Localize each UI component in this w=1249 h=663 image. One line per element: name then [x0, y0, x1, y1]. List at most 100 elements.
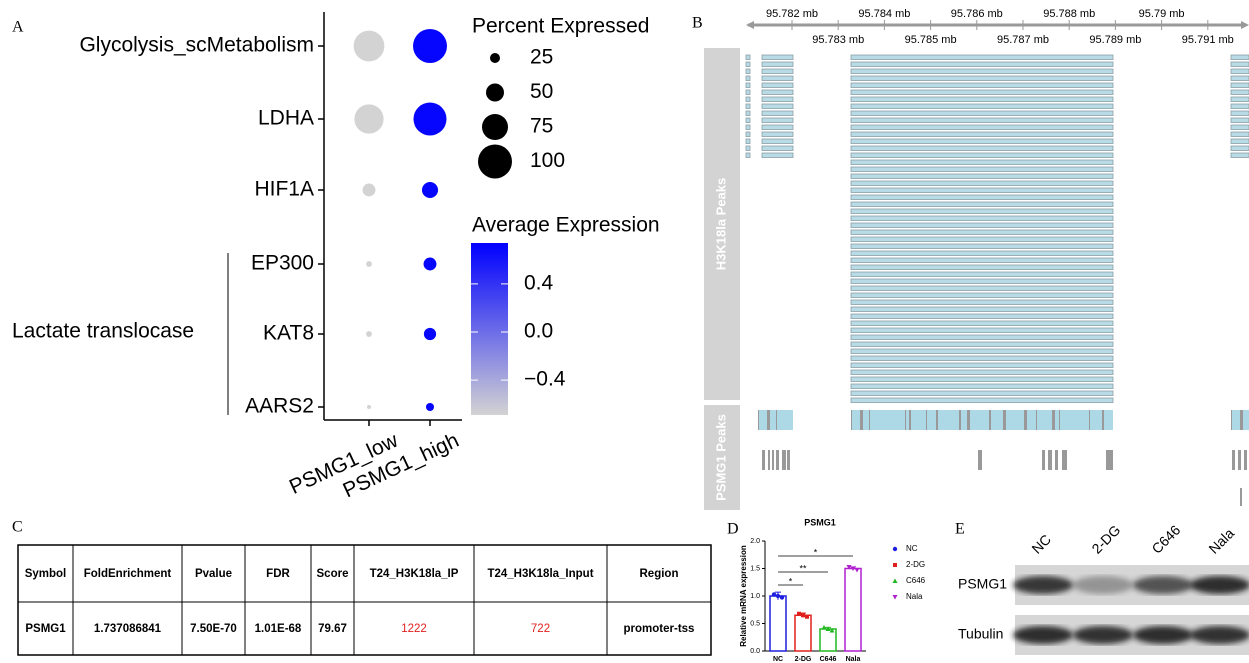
peak: [746, 139, 750, 144]
peak-band: [758, 410, 793, 430]
colorbar-label: 0.4: [524, 271, 554, 294]
peak-mark: [782, 450, 786, 470]
legend-label: C646: [906, 576, 926, 585]
lane-label: 2-DG: [1088, 522, 1123, 557]
data-point: [776, 594, 780, 598]
peak-mark: [762, 450, 765, 470]
data-point: [801, 613, 805, 617]
peak: [851, 132, 1113, 137]
peak-stripe: [959, 410, 961, 430]
blot-band: [1190, 626, 1249, 644]
peak: [851, 62, 1113, 67]
legend-title: Average Expression: [472, 214, 660, 237]
peak: [746, 111, 750, 116]
peak-mark: [978, 450, 982, 470]
peak: [851, 321, 1113, 326]
axis-arrow: [1241, 21, 1249, 29]
peak: [851, 272, 1113, 277]
peak: [1231, 139, 1249, 144]
legend-marker: [893, 547, 897, 551]
peak: [851, 125, 1113, 130]
peak: [851, 202, 1113, 207]
table-cell: promoter-tss: [624, 623, 695, 635]
legend-label: 75: [530, 115, 553, 138]
peak-stripe: [767, 410, 770, 430]
peak: [851, 300, 1113, 305]
peak: [762, 83, 793, 88]
peak: [851, 111, 1113, 116]
dot: [413, 29, 447, 63]
genome-tick-label: 95.789 mb: [1089, 34, 1141, 46]
dot: [354, 31, 385, 62]
genome-tick-label: 95.783 mb: [812, 34, 864, 46]
peak: [1231, 132, 1249, 137]
peak: [746, 76, 750, 81]
peak: [851, 384, 1113, 389]
dot: [426, 403, 434, 411]
peak: [851, 328, 1113, 333]
peak: [746, 90, 750, 95]
peak: [851, 118, 1113, 123]
peak: [851, 342, 1113, 347]
peak-stripe: [1240, 410, 1243, 430]
peak: [851, 83, 1113, 88]
peak-stripe: [967, 410, 970, 430]
y-tick-label: Glycolysis_scMetabolism: [79, 34, 314, 57]
peak: [746, 153, 750, 158]
peak: [1231, 90, 1249, 95]
data-point: [805, 615, 809, 619]
peak: [851, 237, 1113, 242]
x-tick-label: C646: [820, 656, 837, 663]
dot: [366, 261, 372, 267]
peak: [851, 349, 1113, 354]
panel-label: D: [727, 521, 739, 538]
legend-label: 100: [530, 149, 565, 172]
peak: [746, 83, 750, 88]
peak-band: [851, 410, 1113, 430]
peak: [851, 216, 1113, 221]
peak: [1231, 62, 1249, 67]
data-point: [797, 612, 801, 616]
y-tick-label: AARS2: [245, 395, 314, 418]
peak: [1231, 118, 1249, 123]
legend-label: NC: [906, 544, 918, 553]
peak: [746, 97, 750, 102]
peak: [1231, 69, 1249, 74]
peak: [746, 125, 750, 130]
peak: [851, 69, 1113, 74]
peak: [762, 111, 793, 116]
peak-mark: [1240, 488, 1242, 506]
table-header: Score: [317, 568, 349, 580]
peak: [762, 97, 793, 102]
dot: [424, 328, 436, 340]
peak-stripe: [1089, 410, 1090, 430]
peak-stripe: [905, 410, 906, 430]
peak: [746, 118, 750, 123]
peak: [851, 391, 1113, 396]
peak: [762, 76, 793, 81]
peak-stripe: [1003, 410, 1006, 430]
peak: [1231, 97, 1249, 102]
peak-mark: [1055, 450, 1058, 470]
dot: [367, 405, 371, 409]
y-tick-label: LDHA: [258, 107, 314, 130]
peak-stripe: [1102, 410, 1104, 430]
legend-dot: [482, 114, 508, 140]
blot-band: [1013, 576, 1073, 594]
blot-band: [1133, 576, 1193, 594]
peak: [851, 76, 1113, 81]
peak: [762, 132, 793, 137]
dot: [366, 331, 372, 337]
blot-row-label: Tubulin: [958, 626, 1003, 642]
peak: [762, 146, 793, 151]
blot-band: [1133, 626, 1193, 644]
table-header: Symbol: [25, 568, 67, 580]
dot: [413, 102, 446, 135]
peak: [1231, 83, 1249, 88]
peak-mark: [768, 450, 770, 470]
genome-tick-label: 95.784 mb: [858, 8, 910, 20]
panel-label: E: [955, 521, 965, 538]
y-tick-label: 0.0: [750, 648, 760, 655]
y-tick-label: 1.0: [750, 593, 760, 600]
blot-band: [1073, 626, 1133, 644]
